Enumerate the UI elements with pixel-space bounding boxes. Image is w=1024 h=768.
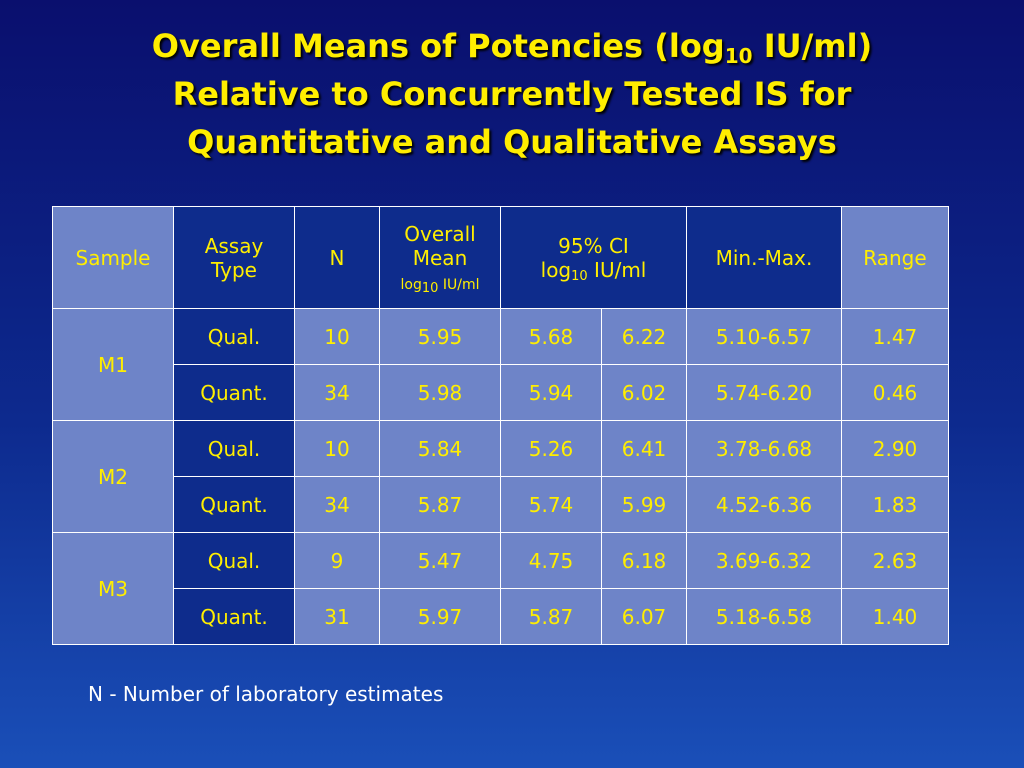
range-cell: 2.90 bbox=[841, 420, 949, 477]
min-max-cell: 5.18-6.58 bbox=[686, 588, 842, 645]
ci-high-cell: 6.18 bbox=[601, 532, 687, 589]
range-cell: 1.83 bbox=[841, 476, 949, 533]
min-max-cell: 4.52-6.36 bbox=[686, 476, 842, 533]
ci-high-cell: 6.22 bbox=[601, 308, 687, 365]
table-row: M2 Qual. 10 5.84 5.26 6.41 3.78-6.68 2.90 bbox=[52, 420, 949, 533]
header-n: N bbox=[294, 206, 380, 309]
assay-type-cell: Quant. bbox=[173, 364, 295, 421]
header-row: Sample Assay Type N Overall Mean log10 IU/m… bbox=[52, 206, 949, 309]
n-cell: 10 bbox=[294, 308, 380, 365]
n-cell: 34 bbox=[294, 476, 380, 533]
range-cell: 0.46 bbox=[841, 364, 949, 421]
ci-low-cell: 5.68 bbox=[500, 308, 602, 365]
table-row: M1 Qual. 10 5.95 5.68 6.22 5.10-6.57 1.47 bbox=[52, 308, 949, 421]
assay-type-cell: Qual. bbox=[173, 532, 295, 589]
assay-type-cell: Qual. bbox=[173, 308, 295, 365]
table-row: M3 Qual. 9 5.47 4.75 6.18 3.69-6.32 2.63 bbox=[52, 532, 949, 645]
title-line-3: Quantitative and Qualitative Assays bbox=[187, 123, 837, 161]
ci-high-cell: 6.07 bbox=[601, 588, 687, 645]
assay-type-cell: Qual. bbox=[173, 420, 295, 477]
range-cell: 1.40 bbox=[841, 588, 949, 645]
header-overall-mean: Overall Mean log10 IU/ml bbox=[379, 206, 501, 309]
assay-type-cell: Quant. bbox=[173, 476, 295, 533]
sample-cell: M1 bbox=[52, 308, 174, 421]
range-cell: 1.47 bbox=[841, 308, 949, 365]
sample-cell: M2 bbox=[52, 420, 174, 533]
n-cell: 9 bbox=[294, 532, 380, 589]
mean-cell: 5.95 bbox=[379, 308, 501, 365]
n-cell: 10 bbox=[294, 420, 380, 477]
header-min-max: Min.-Max. bbox=[686, 206, 842, 309]
n-cell: 34 bbox=[294, 364, 380, 421]
min-max-cell: 5.74-6.20 bbox=[686, 364, 842, 421]
table-row: Quant. 34 5.87 5.74 5.99 4.52-6.36 1.83 bbox=[53, 476, 949, 533]
potency-table: Sample Assay Type N Overall Mean log10 IU/m… bbox=[52, 206, 949, 645]
sample-cell: M3 bbox=[52, 532, 174, 645]
table-row: Quant. 31 5.97 5.87 6.07 5.18-6.58 1.40 bbox=[53, 588, 949, 645]
header-sample: Sample bbox=[52, 206, 174, 309]
ci-low-cell: 5.87 bbox=[500, 588, 602, 645]
ci-low-cell: 5.94 bbox=[500, 364, 602, 421]
range-cell: 2.63 bbox=[841, 532, 949, 589]
ci-high-cell: 5.99 bbox=[601, 476, 687, 533]
header-95-ci: 95% CI log10 IU/ml bbox=[500, 206, 687, 309]
min-max-cell: 3.69-6.32 bbox=[686, 532, 842, 589]
mean-cell: 5.98 bbox=[379, 364, 501, 421]
ci-high-cell: 6.41 bbox=[601, 420, 687, 477]
table-row: Quant. 34 5.98 5.94 6.02 5.74-6.20 0.46 bbox=[53, 364, 949, 421]
ci-low-cell: 5.26 bbox=[500, 420, 602, 477]
mean-cell: 5.87 bbox=[379, 476, 501, 533]
mean-cell: 5.84 bbox=[379, 420, 501, 477]
assay-type-cell: Quant. bbox=[173, 588, 295, 645]
slide-title: Overall Means of Potencies (log10 IU/ml)… bbox=[0, 22, 1024, 166]
ci-high-cell: 6.02 bbox=[601, 364, 687, 421]
title-line-2: Relative to Concurrently Tested IS for bbox=[172, 75, 852, 113]
footnote: N - Number of laboratory estimates bbox=[88, 682, 444, 706]
header-assay-type: Assay Type bbox=[173, 206, 295, 309]
title-line-1: Overall Means of Potencies (log10 IU/ml) bbox=[151, 27, 873, 68]
n-cell: 31 bbox=[294, 588, 380, 645]
mean-cell: 5.97 bbox=[379, 588, 501, 645]
min-max-cell: 5.10-6.57 bbox=[686, 308, 842, 365]
min-max-cell: 3.78-6.68 bbox=[686, 420, 842, 477]
ci-low-cell: 4.75 bbox=[500, 532, 602, 589]
header-range: Range bbox=[841, 206, 949, 309]
ci-low-cell: 5.74 bbox=[500, 476, 602, 533]
mean-cell: 5.47 bbox=[379, 532, 501, 589]
